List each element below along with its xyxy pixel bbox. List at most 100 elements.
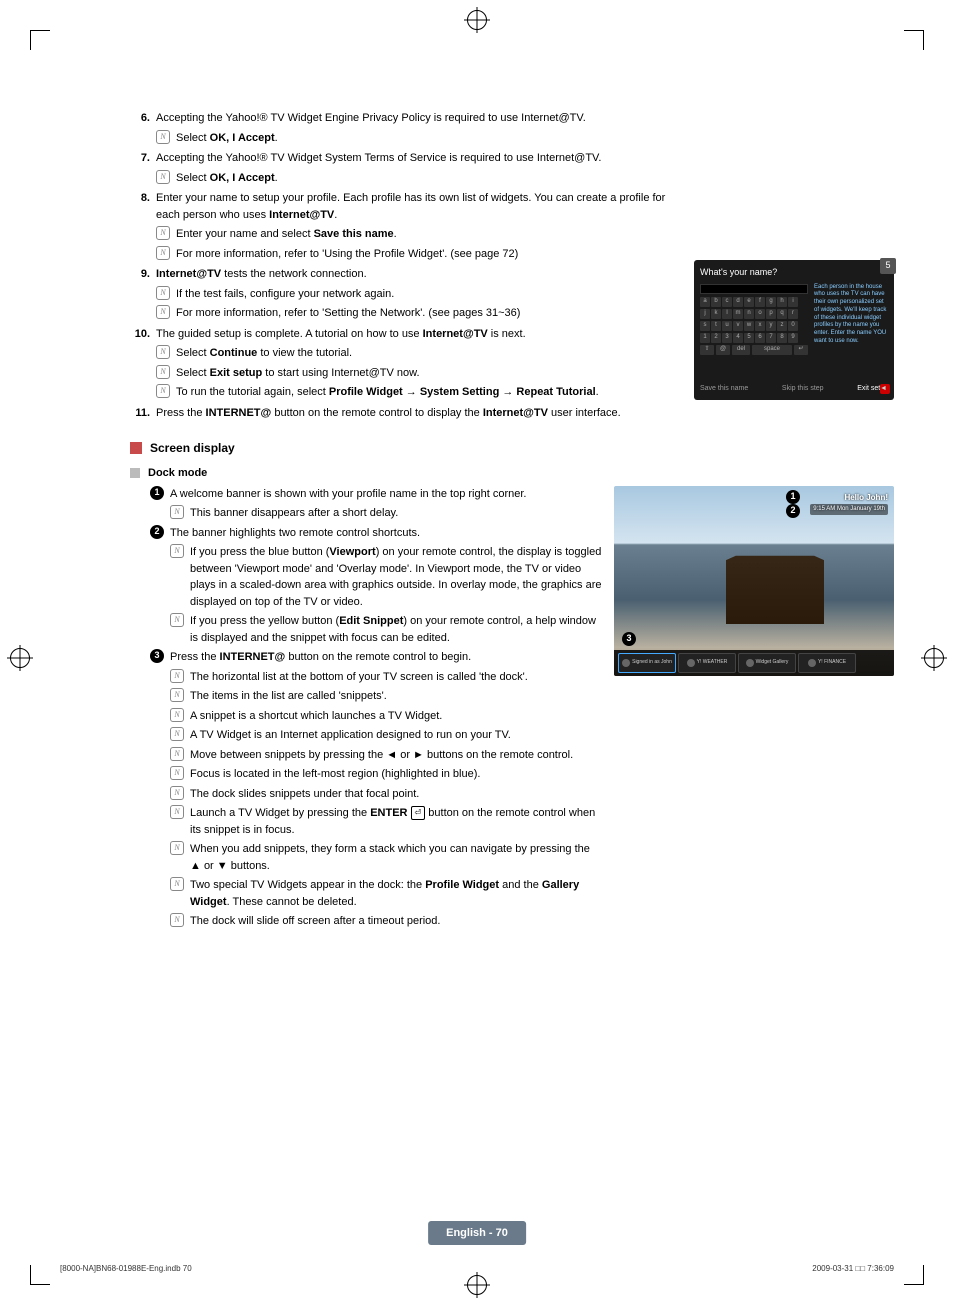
step-text: Press the INTERNET@ button on the remote… — [156, 405, 894, 422]
bullet-text: The banner highlights two remote control… — [170, 525, 602, 542]
step-text: Accepting the Yahoo!® TV Widget System T… — [156, 150, 682, 167]
sub-note: To run the tutorial again, select Profil… — [176, 384, 682, 401]
keyboard-key[interactable]: del — [732, 345, 750, 355]
keyboard-key[interactable]: t — [711, 321, 721, 331]
sub-note: Select Continue to view the tutorial. — [176, 345, 682, 362]
bullet-number: 3 — [150, 649, 164, 663]
sub-note: Move between snippets by pressing the ◄ … — [190, 747, 602, 764]
keyboard-key[interactable]: u — [722, 321, 732, 331]
bullet-number: 1 — [150, 486, 164, 500]
sub-note: Select OK, I Accept. — [176, 130, 682, 147]
keyboard-key[interactable]: 1 — [700, 333, 710, 343]
snippet-label: Y! FINANCE — [818, 659, 846, 667]
welcome-banner: Hello John! — [810, 492, 888, 504]
step-text: The guided setup is complete. A tutorial… — [156, 326, 682, 343]
keyboard-key[interactable]: 3 — [722, 333, 732, 343]
tv-dock-screenshot: 1 2 3 Hello John! 9:15 AM Mon January 19… — [614, 486, 894, 676]
step-text: Enter your name to setup your profile. E… — [156, 190, 682, 223]
snippet-icon — [746, 659, 754, 667]
keyboard-key[interactable]: q — [777, 309, 787, 319]
keyboard-key[interactable]: 0 — [788, 321, 798, 331]
keyboard-key[interactable]: m — [733, 309, 743, 319]
keyboard-key[interactable]: space — [752, 345, 792, 355]
sub-note: The dock will slide off screen after a t… — [190, 913, 602, 930]
note-icon: N — [170, 747, 184, 761]
bullet-number: 2 — [150, 525, 164, 539]
sub-note: Focus is located in the left-most region… — [190, 766, 602, 783]
sub-note: This banner disappears after a short del… — [190, 505, 602, 522]
page-footer-right: 2009-03-31 □□ 7:36:09 — [812, 1263, 894, 1275]
keyboard-key[interactable]: c — [722, 297, 732, 307]
keyboard-key[interactable]: 8 — [777, 333, 787, 343]
keyboard-key[interactable]: 7 — [766, 333, 776, 343]
keyboard-key[interactable]: 5 — [744, 333, 754, 343]
keyboard-key[interactable]: f — [755, 297, 765, 307]
keyboard-key[interactable]: p — [766, 309, 776, 319]
note-icon: N — [156, 286, 170, 300]
keyboard-key[interactable]: l — [722, 309, 732, 319]
snippet-icon — [808, 659, 816, 667]
dock-snippet[interactable]: Signed in as John — [618, 653, 676, 673]
sub-note: The dock slides snippets under that foca… — [190, 786, 602, 803]
callout-1: 1 — [786, 490, 800, 504]
keyboard-key[interactable]: 2 — [711, 333, 721, 343]
sub-note: Select Exit setup to start using Interne… — [176, 365, 682, 382]
bullet-text: Press the INTERNET@ button on the remote… — [170, 649, 602, 666]
step-number: 11. — [130, 405, 156, 422]
keyboard-key[interactable]: a — [700, 297, 710, 307]
keyboard-key[interactable]: h — [777, 297, 787, 307]
keyboard-key[interactable]: j — [700, 309, 710, 319]
keyboard-key[interactable]: ↵ — [794, 345, 808, 355]
note-icon: N — [156, 130, 170, 144]
sub-note: A TV Widget is an Internet application d… — [190, 727, 602, 744]
page-footer-center: English - 70 — [428, 1221, 526, 1246]
note-icon: N — [170, 913, 184, 927]
save-name-button[interactable]: Save this name — [700, 384, 748, 395]
keyboard-key[interactable]: 9 — [788, 333, 798, 343]
keyboard-key[interactable]: @ — [716, 345, 730, 355]
keyboard-key[interactable]: o — [755, 309, 765, 319]
name-input[interactable] — [700, 284, 808, 294]
snippet-icon — [622, 659, 630, 667]
dock-snippet[interactable]: Y! FINANCE — [798, 653, 856, 673]
subsection-title: Dock mode — [148, 465, 207, 482]
keyboard-key[interactable]: r — [788, 309, 798, 319]
keyboard-key[interactable]: d — [733, 297, 743, 307]
sub-note: When you add snippets, they form a stack… — [190, 841, 602, 874]
keyboard-key[interactable]: v — [733, 321, 743, 331]
step-text: Accepting the Yahoo!® TV Widget Engine P… — [156, 110, 682, 127]
keyboard-key[interactable]: 4 — [733, 333, 743, 343]
note-icon: N — [156, 246, 170, 260]
dock-snippet[interactable]: Y! WEATHER — [678, 653, 736, 673]
note-icon: N — [170, 766, 184, 780]
keyboard-key[interactable]: y — [766, 321, 776, 331]
note-icon: N — [170, 841, 184, 855]
dock-snippet[interactable]: Widget Gallery — [738, 653, 796, 673]
keyboard-key[interactable]: e — [744, 297, 754, 307]
keyboard-key[interactable]: 6 — [755, 333, 765, 343]
keyboard-key[interactable]: n — [744, 309, 754, 319]
keyboard-key[interactable]: z — [777, 321, 787, 331]
note-icon: N — [156, 365, 170, 379]
note-icon: N — [156, 170, 170, 184]
keyboard-key[interactable]: ⇧ — [700, 345, 714, 355]
dialog-description: Each person in the house who uses the TV… — [814, 284, 888, 355]
note-icon: N — [170, 805, 184, 819]
keyboard-key[interactable]: x — [755, 321, 765, 331]
keyboard-key[interactable]: b — [711, 297, 721, 307]
note-icon: N — [156, 226, 170, 240]
sub-note: If you press the yellow button (Edit Sni… — [190, 613, 602, 646]
sub-note: If the test fails, configure your networ… — [176, 286, 682, 303]
keyboard-key[interactable]: k — [711, 309, 721, 319]
step-number: 7. — [130, 150, 156, 186]
keyboard-key[interactable]: i — [788, 297, 798, 307]
subsection-marker — [130, 468, 140, 478]
snippet-label: Y! WEATHER — [697, 659, 728, 667]
skip-step-button[interactable]: Skip this step — [782, 384, 824, 395]
keyboard-key[interactable]: w — [744, 321, 754, 331]
note-icon: N — [170, 877, 184, 891]
snippet-icon — [687, 659, 695, 667]
keyboard-key[interactable]: s — [700, 321, 710, 331]
keyboard-key[interactable]: g — [766, 297, 776, 307]
sub-note: The horizontal list at the bottom of you… — [190, 669, 602, 686]
